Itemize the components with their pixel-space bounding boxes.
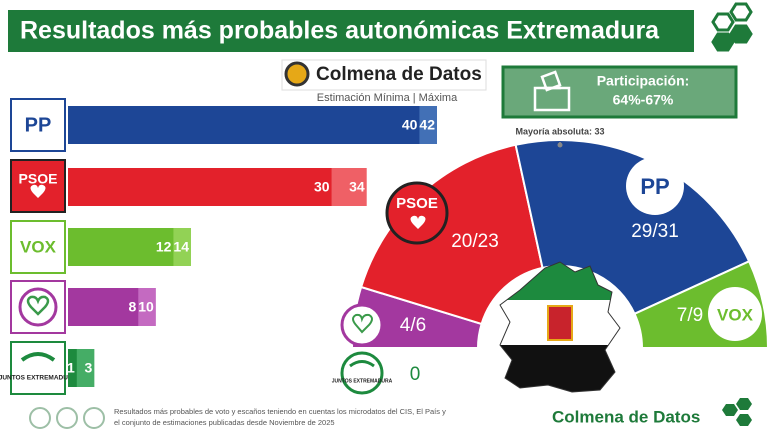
bar-min <box>68 168 332 206</box>
brand: Colmena de Datos <box>316 64 482 85</box>
logo-text: PP <box>640 174 669 199</box>
hemicycle-segment <box>359 143 544 326</box>
logo-heart <box>410 215 426 229</box>
bar-value-label: 30 <box>314 179 330 195</box>
logo-text: JUNTOS EXTREMADURA <box>332 378 393 384</box>
logo-text: VOX <box>20 237 57 256</box>
hemicycle-logos: PP PSOE VOX JUNTOS EXTREMADURA <box>332 157 762 395</box>
bar-value-label: 42 <box>419 117 435 133</box>
brand-icon <box>284 61 310 87</box>
bar-value-label: 3 <box>85 360 93 376</box>
bar-value-label: 34 <box>349 179 365 195</box>
participation-label: Participación: <box>597 73 690 89</box>
logo-juntos-circle <box>340 351 384 395</box>
logo-text: PSOE <box>19 171 58 187</box>
logo-text: JUNTOS EXTREMADURA <box>0 375 78 382</box>
logo-swoosh <box>20 352 56 362</box>
bar-value-label: 10 <box>138 299 154 315</box>
title: Resultados más probables autonómicas Ext… <box>20 17 660 45</box>
participation-box <box>501 65 738 119</box>
logo-swoosh <box>349 360 375 368</box>
bar-min <box>68 288 139 326</box>
majority-dot <box>557 142 563 148</box>
participation-value: 64%-67% <box>613 92 674 108</box>
logo-heart <box>26 295 50 316</box>
seat-label: 4/6 <box>400 315 426 336</box>
party-logos: PP PSOE VOX JUNTOS EXTREMADURA <box>0 98 78 395</box>
bar-min <box>68 106 420 144</box>
footer-hex <box>722 398 752 426</box>
logo-vox-circle <box>708 287 762 341</box>
map-outline <box>499 261 621 393</box>
majority-label: Mayoría absoluta: 33 <box>515 126 604 136</box>
seat-label: 20/23 <box>451 231 499 252</box>
ballot-icon <box>533 70 571 112</box>
seat-label: 29/31 <box>631 221 679 242</box>
bar-chart: 40 42 30 34 12 14 8 10 1 3 <box>67 106 437 387</box>
seat-label: 0 <box>410 364 421 385</box>
logo-vox <box>10 220 66 274</box>
license-icons <box>29 407 105 429</box>
logo-heart <box>352 313 373 334</box>
bar-min <box>68 349 77 387</box>
logo-heart-circle <box>340 303 384 347</box>
logo-psoe-circle <box>385 181 449 245</box>
footer-brand: Colmena de Datos <box>552 407 700 426</box>
title-bar <box>8 10 694 52</box>
logo-juntos <box>10 341 66 395</box>
bar-value-label: 12 <box>156 239 172 255</box>
subtitle: Estimación Mínima | Máxima <box>317 92 458 104</box>
logo-text: PP <box>25 114 52 136</box>
bar-value-label: 14 <box>173 239 189 255</box>
bar-value-label: 8 <box>128 299 136 315</box>
hex-logo <box>711 2 753 52</box>
logo-heart <box>30 184 46 198</box>
bar-min <box>68 228 174 266</box>
footer-line: el conjunto de estimaciones publicadas d… <box>114 418 335 427</box>
logo-pp-circle <box>626 157 684 215</box>
footer-line: Resultados más probables de voto y escañ… <box>114 407 446 416</box>
logo-text: PSOE <box>396 195 438 212</box>
bar-value-label: 1 <box>67 360 75 376</box>
logo-text: VOX <box>717 305 754 324</box>
logo-circle <box>18 287 58 327</box>
logo-psoe <box>10 159 66 213</box>
brand-box <box>281 59 487 91</box>
seat-label: 7/9 <box>677 305 703 326</box>
bar-value-label: 40 <box>402 117 418 133</box>
logo-pp <box>10 98 66 152</box>
